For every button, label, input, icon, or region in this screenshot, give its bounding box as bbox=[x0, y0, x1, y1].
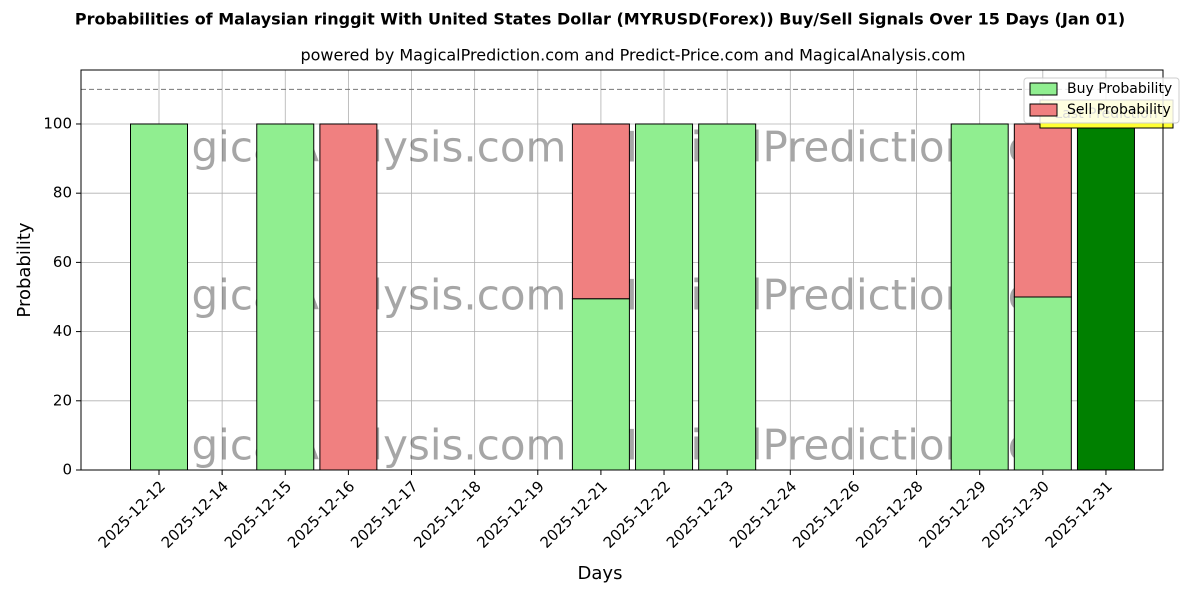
bar bbox=[1013, 296, 1072, 471]
x-tick-label: 2025-12-16 bbox=[284, 477, 358, 551]
legend-label: Buy Probability bbox=[1067, 81, 1172, 97]
legend-swatch bbox=[1029, 82, 1058, 96]
bar bbox=[1076, 123, 1135, 471]
y-tick-label: 40 bbox=[53, 322, 72, 340]
y-tick-label: 20 bbox=[53, 391, 72, 409]
plot-frame bbox=[80, 69, 1164, 471]
x-tick-label: 2025-12-15 bbox=[221, 477, 295, 551]
x-tick-label: 2025-12-18 bbox=[410, 477, 484, 551]
x-tick-label: 2025-12-19 bbox=[473, 477, 547, 551]
y-tick-label: 80 bbox=[53, 184, 72, 202]
x-axis-label: Days bbox=[578, 563, 623, 584]
bar bbox=[571, 123, 630, 300]
x-tick-label: 2025-12-22 bbox=[600, 477, 674, 551]
x-tick-label: 2025-12-21 bbox=[537, 477, 611, 551]
legend-box bbox=[1023, 77, 1180, 124]
bar bbox=[950, 123, 1009, 471]
x-tick-label: 2025-12-12 bbox=[95, 477, 169, 551]
chart-title: Probabilities of Malaysian ringgit With … bbox=[75, 10, 1125, 29]
x-tick-label: 2025-12-23 bbox=[663, 477, 737, 551]
x-tick-label: 2025-12-31 bbox=[1042, 477, 1116, 551]
chart-subtitle: powered by MagicalPrediction.com and Pre… bbox=[300, 46, 965, 65]
x-tick-label: 2025-12-26 bbox=[789, 477, 863, 551]
legend-label: Sell Probability bbox=[1067, 102, 1171, 118]
bar bbox=[319, 123, 378, 471]
y-tick-label: 0 bbox=[62, 461, 72, 479]
x-tick-label: 2025-12-30 bbox=[978, 477, 1052, 551]
bar bbox=[698, 123, 757, 471]
x-tick-label: 2025-12-28 bbox=[852, 477, 926, 551]
y-axis-label: Probability bbox=[14, 222, 35, 317]
legend-swatch bbox=[1029, 103, 1058, 117]
bar bbox=[130, 123, 188, 471]
x-tick-label: 2025-12-14 bbox=[158, 477, 232, 551]
y-tick-label: 100 bbox=[43, 114, 72, 132]
bar bbox=[635, 123, 694, 471]
x-tick-label: 2025-12-29 bbox=[915, 477, 989, 551]
bar bbox=[1013, 123, 1072, 298]
x-tick-label: 2025-12-17 bbox=[347, 477, 421, 551]
bar bbox=[571, 298, 630, 471]
bar bbox=[256, 123, 315, 471]
y-tick-label: 60 bbox=[53, 253, 72, 271]
x-tick-label: 2025-12-24 bbox=[726, 477, 800, 551]
